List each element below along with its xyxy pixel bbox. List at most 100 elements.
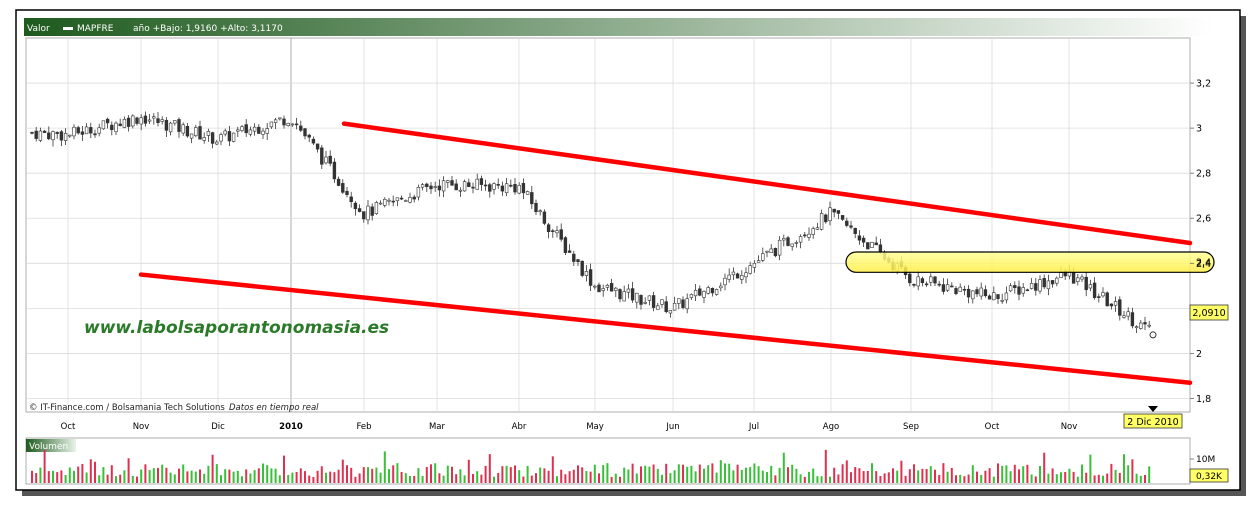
candle-body — [1088, 284, 1093, 289]
volume-bar — [761, 470, 764, 483]
volume-bar — [493, 476, 495, 483]
candle-body — [740, 275, 744, 280]
volume-bar — [530, 475, 533, 483]
candle-body — [462, 181, 467, 192]
candle-body — [530, 192, 534, 205]
candle-body — [538, 210, 542, 213]
volume-bar — [585, 470, 588, 483]
plot-area — [25, 37, 1191, 413]
candle-body — [1017, 286, 1021, 295]
volume-bar — [581, 467, 584, 483]
volume-bar — [1114, 469, 1117, 483]
candle-body — [1122, 315, 1126, 318]
candle-body — [983, 289, 988, 297]
volume-bar — [845, 460, 848, 483]
candle-body — [693, 289, 698, 297]
candle-body — [731, 271, 736, 276]
candle-body — [1000, 299, 1004, 302]
candle-body — [206, 131, 211, 136]
candle-body — [588, 269, 593, 286]
volume-bar — [589, 471, 592, 483]
volume-bar — [127, 458, 130, 483]
candle-body — [416, 187, 421, 198]
volume-bar — [904, 475, 907, 483]
candle-body — [954, 288, 958, 294]
volume-bar — [1013, 464, 1016, 483]
volume-bar — [698, 464, 701, 483]
volume-bar — [308, 475, 311, 483]
candle-body — [374, 202, 379, 214]
candle-body — [782, 238, 786, 241]
candle-body — [912, 283, 916, 286]
volume-bar — [110, 465, 113, 483]
volume-bar — [564, 474, 567, 483]
volume-bar — [480, 474, 483, 483]
volume-bar — [1102, 475, 1104, 483]
volume-bar — [1039, 466, 1041, 483]
volume-bar — [791, 464, 794, 483]
volume-bar — [241, 476, 243, 483]
candle-body — [500, 185, 505, 192]
candle-body — [219, 134, 223, 142]
volume-bar — [673, 470, 676, 483]
candle-body — [353, 202, 358, 210]
candle-body — [387, 199, 391, 202]
candle-body — [378, 202, 383, 205]
volume-bar — [442, 475, 445, 483]
candle-body — [135, 117, 139, 124]
volume-bar — [556, 476, 558, 483]
candle-body — [475, 178, 479, 190]
header-valor-label: Valor — [27, 24, 50, 34]
candle-body — [878, 244, 883, 253]
volume-bar — [476, 471, 479, 483]
candle-body — [223, 130, 227, 135]
volume-bar — [1005, 465, 1008, 483]
volume-bar — [1135, 473, 1138, 483]
header-range: año +Bajo: 1,9160 +Alto: 3,1170 — [133, 24, 283, 34]
candle-body — [441, 180, 446, 192]
candle-body — [840, 215, 845, 220]
volume-bar — [1072, 471, 1075, 483]
candle-body — [819, 213, 824, 230]
volume-bar — [652, 464, 655, 483]
volume-bar — [451, 466, 453, 483]
volume-bar — [362, 467, 365, 483]
candle-body — [1029, 283, 1034, 289]
candle-body — [341, 183, 345, 193]
volume-bar — [682, 464, 684, 483]
volume-bar — [388, 469, 390, 483]
volume-bar — [148, 470, 151, 483]
candle-body — [614, 287, 618, 291]
volume-bar — [47, 471, 50, 483]
candle-body — [567, 250, 572, 253]
volume-bar — [467, 459, 470, 483]
candle-body — [307, 134, 311, 138]
grid-lines — [26, 38, 1190, 412]
candle-body — [916, 276, 920, 287]
volume-bar — [488, 454, 491, 483]
volume-bar — [925, 469, 928, 483]
candle-body — [110, 124, 114, 131]
candle-body — [950, 285, 954, 288]
candle-body — [168, 122, 173, 133]
volume-bar — [518, 470, 521, 483]
volume-bar — [413, 475, 416, 483]
volume-bar — [1034, 476, 1037, 483]
candle-body — [945, 284, 950, 291]
volume-bar — [505, 465, 508, 483]
candle-body — [828, 207, 832, 222]
volume-bar — [577, 465, 579, 483]
candle-body — [937, 283, 941, 286]
candle-body — [719, 285, 723, 289]
volume-bar — [635, 473, 638, 483]
candle-body — [278, 117, 282, 120]
candle-body — [1059, 272, 1063, 278]
candle-body — [941, 284, 946, 292]
volume-bar — [102, 467, 105, 483]
header-bar — [24, 18, 1214, 36]
volume-bar — [593, 464, 596, 483]
volume-bar — [152, 468, 155, 483]
candle-body — [752, 262, 757, 268]
volume-bar — [959, 474, 962, 483]
volume-bar — [43, 449, 46, 483]
